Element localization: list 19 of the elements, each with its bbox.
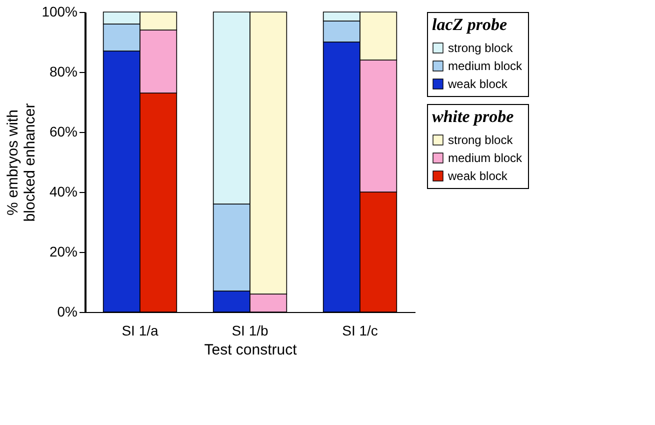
- x-tick-label: SI 1/b: [232, 322, 268, 338]
- y-axis-title: % embryos with blocked enhancer: [4, 103, 39, 222]
- y-tick-label: 80%: [49, 64, 78, 80]
- y-tick-label: 60%: [49, 124, 78, 140]
- legend-label: weak block: [447, 169, 508, 183]
- text: lacZ probe: [432, 15, 508, 34]
- legend-label: weak block: [447, 77, 508, 91]
- x-tick-label: SI 1/a: [122, 322, 158, 338]
- legend-label: strong block: [448, 41, 514, 55]
- y-tick-label: 20%: [49, 244, 78, 260]
- x-axis-title: Test construct: [204, 342, 298, 358]
- text: white probe: [432, 107, 514, 126]
- x-tick-label: SI 1/c: [342, 322, 378, 338]
- y-tick-label: 100%: [42, 4, 78, 20]
- legend-label: strong block: [448, 133, 514, 147]
- y-tick-label: 40%: [49, 184, 78, 200]
- y-tick-label: 0%: [57, 304, 78, 320]
- legend-label: medium block: [448, 151, 524, 165]
- legend-label: medium block: [448, 59, 524, 73]
